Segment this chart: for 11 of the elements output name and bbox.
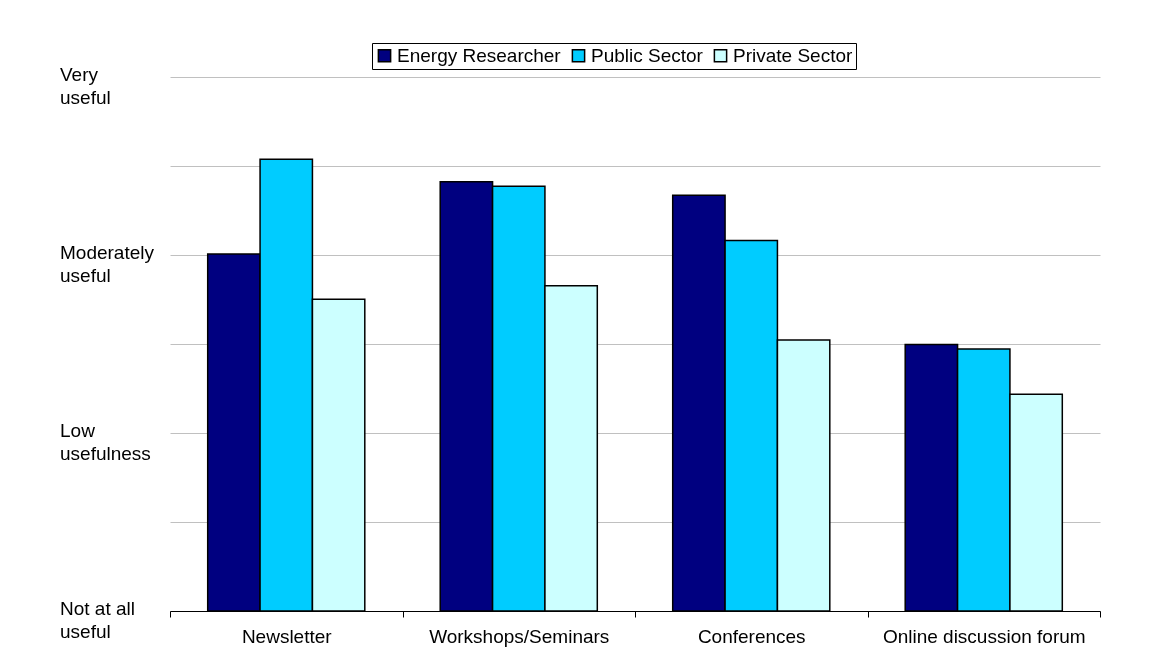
- text: Not at all useful: [60, 598, 135, 642]
- x-tick-label: Newsletter: [241, 625, 333, 647]
- text: Very useful: [60, 64, 111, 108]
- legend-label: Energy Researcher: [397, 44, 562, 66]
- x-tick-label: Workshops/Seminars: [429, 625, 610, 647]
- x-tick-label: Online discussion forum: [882, 625, 1086, 647]
- legend-label: Public Sector: [591, 44, 704, 66]
- text: Low usefulness: [60, 420, 151, 464]
- text: Moderately useful: [60, 242, 155, 286]
- legend-label: Private Sector: [733, 44, 853, 66]
- x-tick-label: Conferences: [697, 625, 806, 647]
